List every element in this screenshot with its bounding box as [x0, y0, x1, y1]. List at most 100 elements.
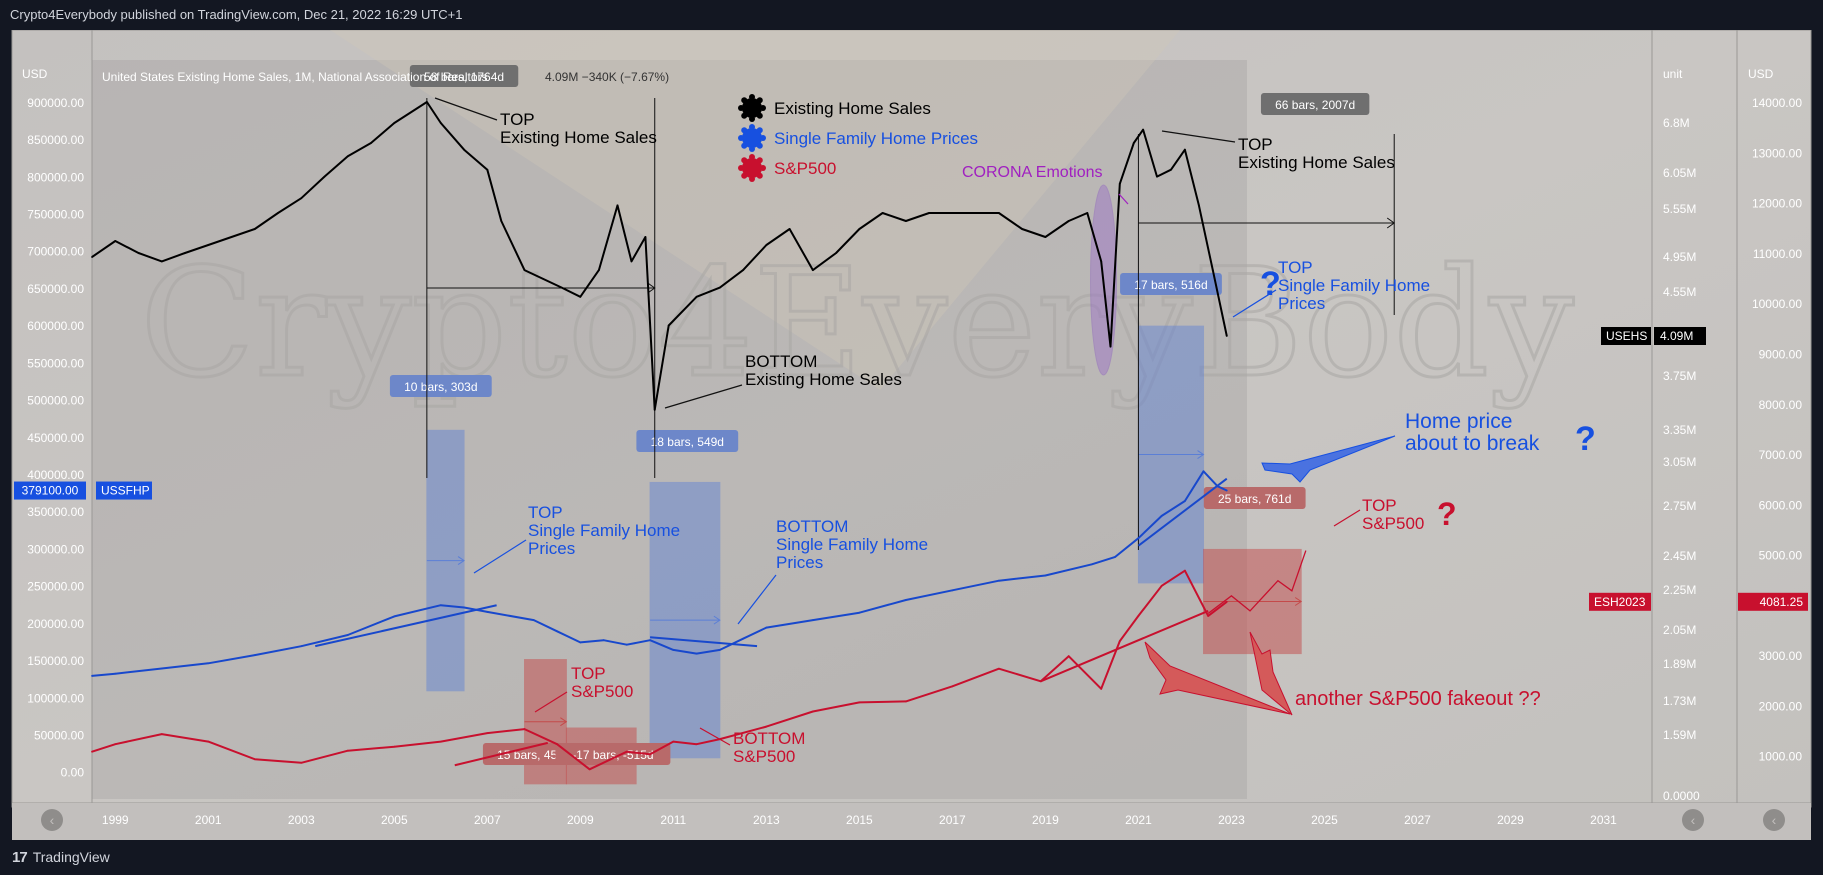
- series-point: [630, 260, 633, 263]
- range-box-label: 25 bars, 761d: [1218, 492, 1291, 506]
- annotation-text: S&P500: [571, 682, 633, 701]
- series-point: [997, 667, 1000, 670]
- question-mark: ?: [1575, 420, 1596, 458]
- series-point: [765, 725, 768, 728]
- chart-background: [12, 30, 1811, 807]
- pointer-line: [534, 691, 568, 713]
- annotation-text: about to break: [1405, 432, 1540, 455]
- range-box-label-bg: [389, 375, 492, 397]
- series-point: [393, 615, 396, 618]
- series-point: [556, 630, 558, 633]
- series-point: [858, 228, 861, 230]
- series-point: [207, 662, 210, 665]
- series-point: [1184, 500, 1186, 502]
- series-point: [1137, 615, 1140, 617]
- series-point: [1044, 574, 1047, 577]
- series-point: [346, 634, 349, 636]
- range-box-arrowhead: [457, 556, 465, 565]
- trend-line-red: [454, 741, 549, 767]
- series-point: [230, 236, 233, 238]
- scroll-button[interactable]: [41, 809, 63, 831]
- series-point: [160, 733, 163, 735]
- price-label-value: 4081.25: [1760, 595, 1804, 609]
- legend-marker-spike: [749, 94, 755, 100]
- legend-marker: [742, 128, 762, 148]
- annotation-text: Single Family Home: [776, 535, 928, 554]
- series-point: [1197, 204, 1200, 207]
- legend-marker-spike: [741, 127, 748, 134]
- series-point: [1091, 563, 1093, 566]
- left-axis-tick: 850000.00: [27, 133, 84, 147]
- right-axis-tick: 11000.00: [1753, 247, 1802, 261]
- right-axis-tick: 7000.00: [1759, 448, 1803, 462]
- mid-axis-tick: 0.0000: [1663, 789, 1700, 803]
- x-axis-tick: 2005: [381, 813, 408, 827]
- series-point: [393, 745, 396, 748]
- x-axis-tick: 2023: [1218, 813, 1245, 827]
- series-point: [253, 228, 256, 230]
- legend-marker-spike: [756, 157, 763, 164]
- left-axis-tick: 50000.00: [34, 728, 84, 742]
- series-point: [1225, 489, 1228, 492]
- series-point: [858, 701, 861, 704]
- series-point: [300, 645, 303, 648]
- annotation-text: TOP: [1238, 135, 1273, 154]
- watermark-text: Crypto4EveryBody: [140, 237, 1574, 411]
- series-line-single-family-home-prices[interactable]: [91, 470, 1228, 677]
- scroll-button[interactable]: [1763, 809, 1785, 831]
- series-point: [1100, 687, 1103, 690]
- series-point: [649, 753, 651, 756]
- series-line-existing-home-sales[interactable]: [91, 101, 1228, 411]
- footer-brand[interactable]: 17 TradingView: [0, 840, 1823, 874]
- measure-arrowhead: [647, 282, 656, 294]
- price-label-tag-bg: [96, 481, 152, 500]
- legend-marker-spike: [749, 154, 755, 160]
- x-axis-tick: 2021: [1125, 813, 1152, 827]
- series-point: [463, 606, 465, 609]
- series-point: [1211, 269, 1214, 272]
- scroll-button[interactable]: [1682, 809, 1704, 831]
- chart-title: United States Existing Home Sales, 1M, N…: [102, 70, 488, 84]
- series-point: [1170, 168, 1172, 171]
- left-axis-tick: 900000.00: [27, 96, 84, 110]
- legend-marker: [742, 98, 762, 118]
- series-point: [1160, 584, 1163, 587]
- chart[interactable]: Crypto4EveryBody 58 bars, 1764d 66 bars, …: [0, 30, 1823, 840]
- left-axis-tick: 500000.00: [27, 394, 84, 408]
- series-point: [811, 710, 814, 713]
- series-point: [928, 212, 931, 214]
- mid-axis-tick: 1.73M: [1663, 694, 1696, 708]
- annotation-text: TOP: [1278, 258, 1313, 277]
- mid-axis-tick: 2.25M: [1663, 583, 1696, 597]
- annotation-text: Prices: [1278, 294, 1325, 313]
- range-box-label-bg: [636, 430, 739, 452]
- series-point: [1118, 182, 1121, 185]
- legend-marker-spike: [749, 124, 755, 130]
- series-point: [1184, 148, 1186, 151]
- measure-arrowhead: [1386, 217, 1396, 229]
- pointer-line: [664, 384, 743, 409]
- mid-axis-tick: 3.35M: [1663, 423, 1696, 437]
- legend-marker-spike: [749, 146, 755, 152]
- series-point: [904, 700, 907, 703]
- scroll-icon: ‹: [1772, 812, 1777, 828]
- price-label-tag: USSFHP: [101, 484, 150, 498]
- left-axis-tick: 800000.00: [27, 170, 84, 184]
- series-point: [1118, 640, 1121, 642]
- series-point: [904, 599, 907, 601]
- x-axis-tick: 2009: [567, 813, 594, 827]
- trend-line-blue: [1137, 477, 1228, 547]
- right-axis-tick: 14000.00: [1752, 96, 1802, 110]
- x-axis-tick: 2003: [288, 813, 315, 827]
- left-axis-tick: 200000.00: [27, 617, 84, 631]
- series-point: [997, 212, 1000, 214]
- annotation-text: TOP: [528, 503, 563, 522]
- series-point: [974, 212, 977, 214]
- series-point: [393, 122, 396, 124]
- legend-marker-spike: [738, 105, 744, 111]
- series-point: [718, 286, 721, 289]
- series-point: [695, 743, 698, 746]
- legend-marker-spike: [749, 176, 755, 182]
- mid-axis-tick: 5.55M: [1663, 202, 1696, 216]
- legend-marker-spike: [738, 165, 744, 171]
